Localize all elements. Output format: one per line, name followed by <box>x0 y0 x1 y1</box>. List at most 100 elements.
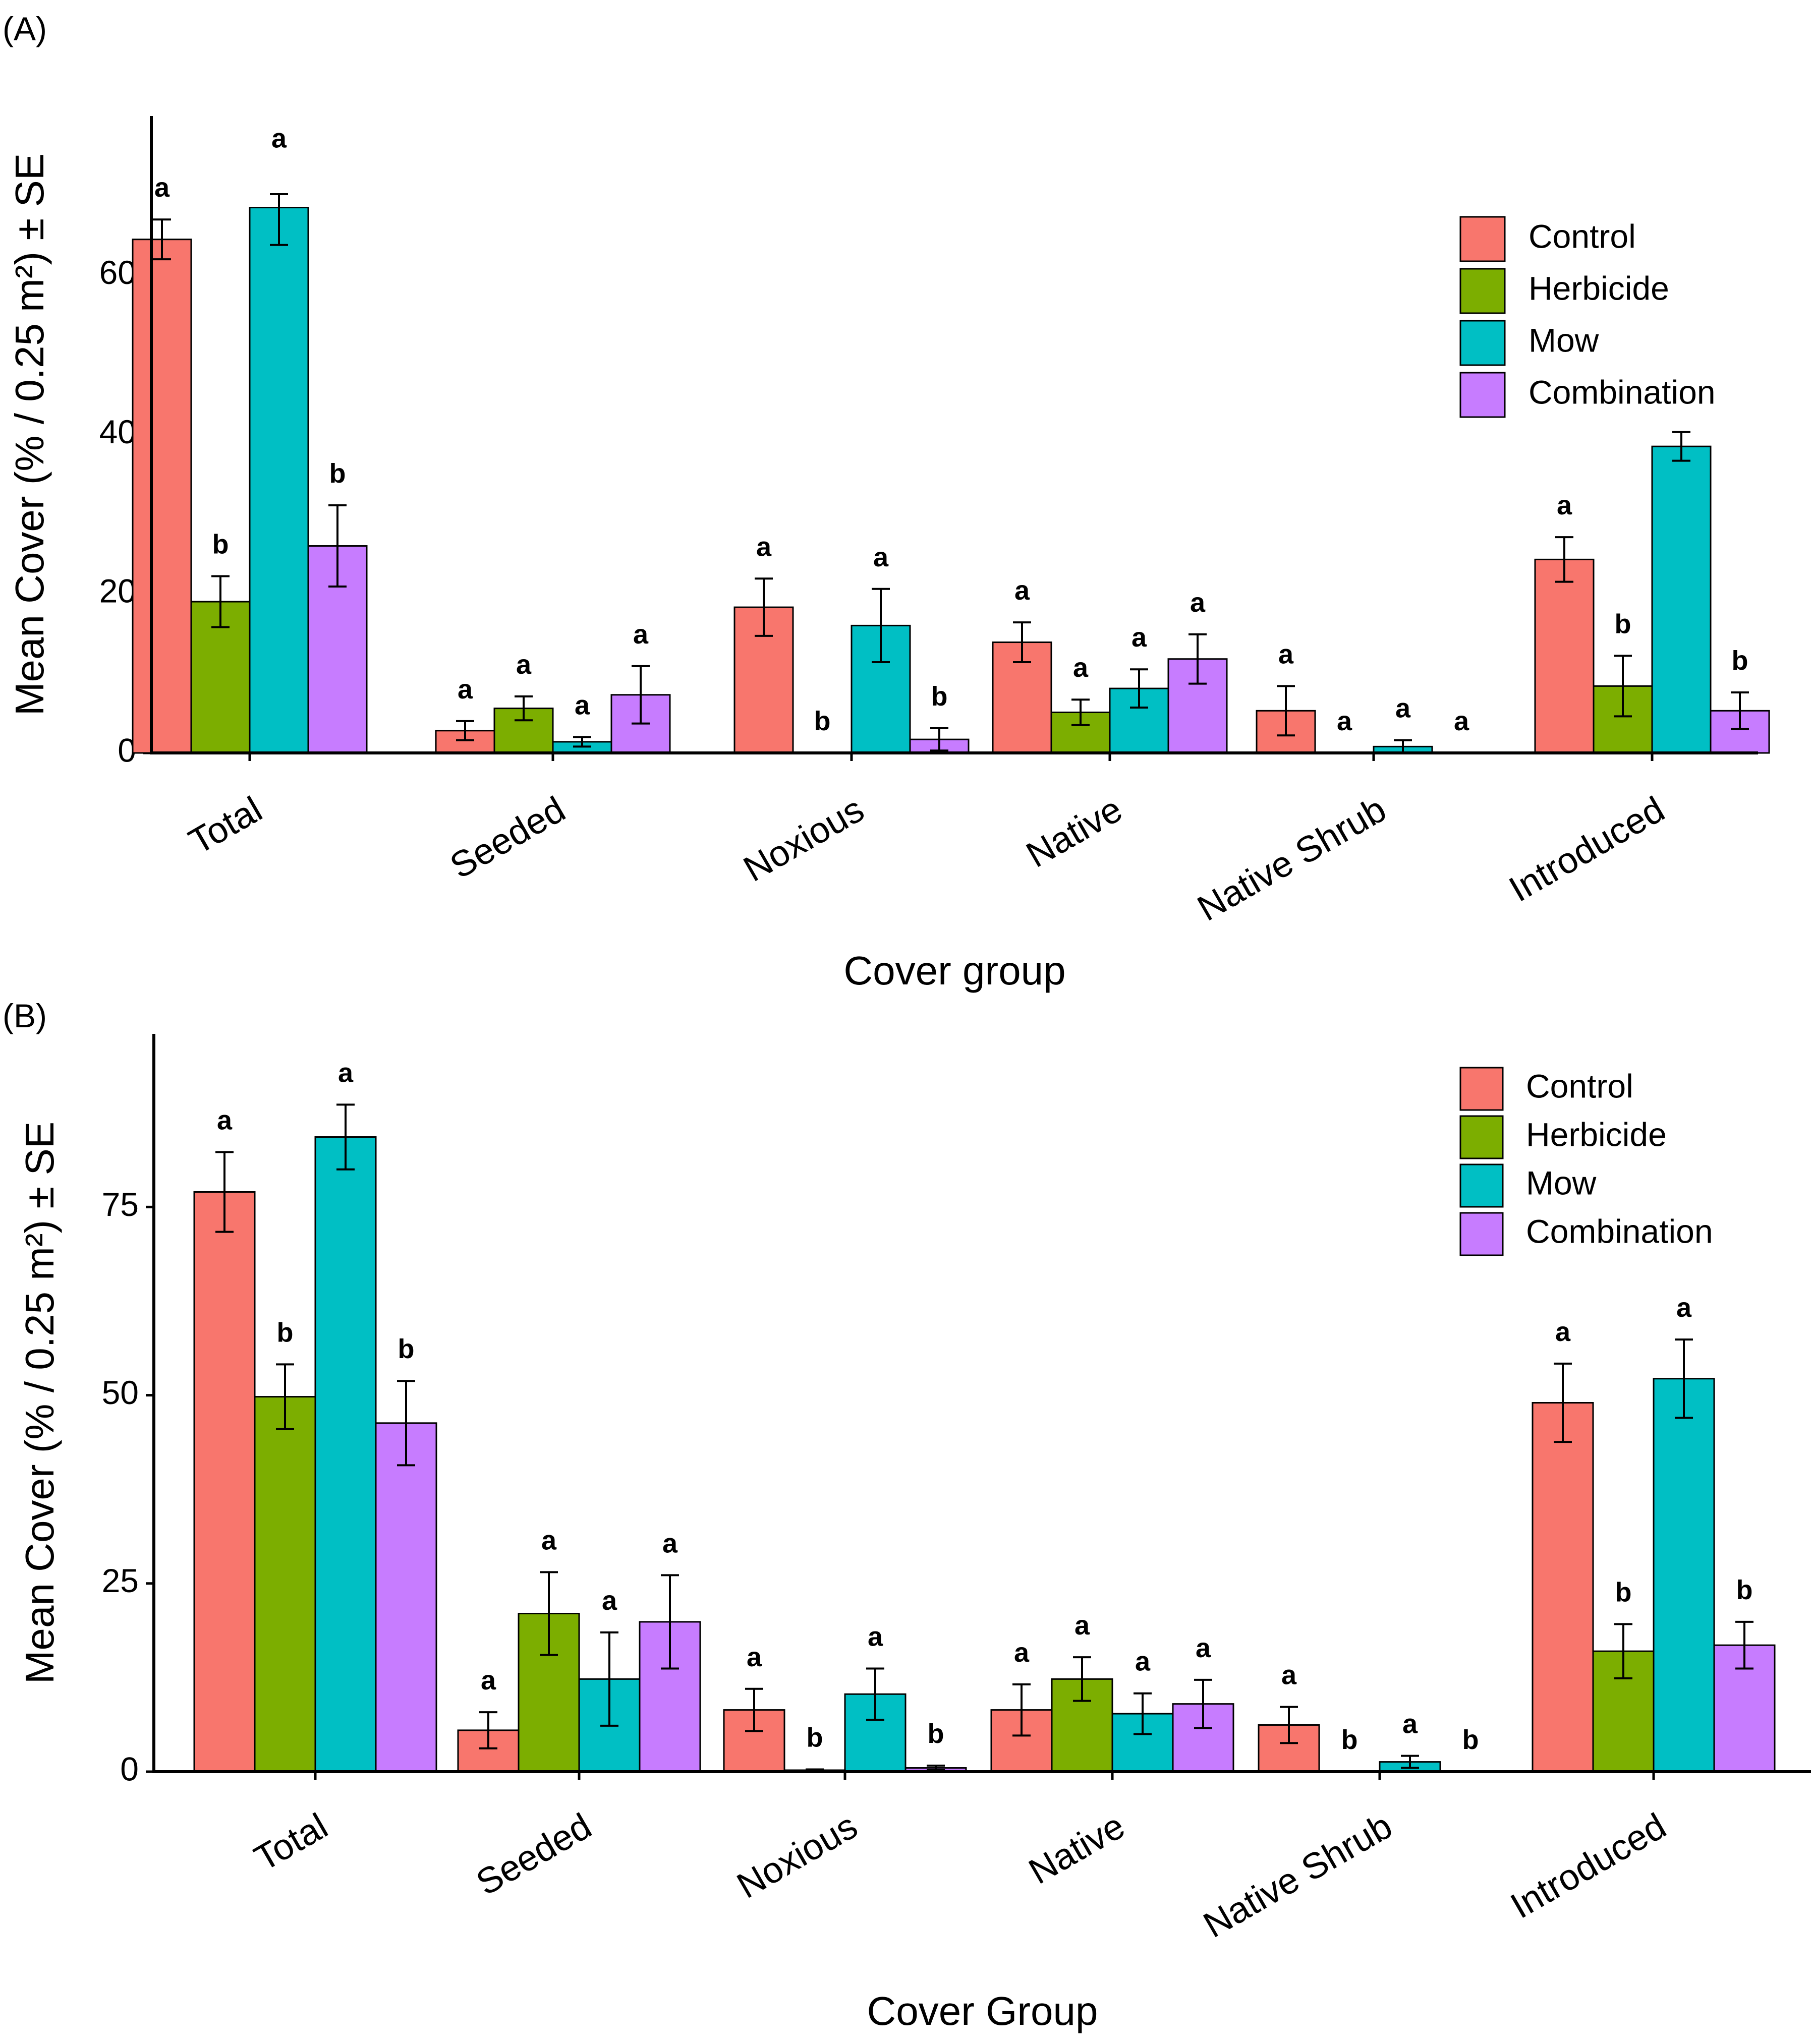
y-tick-label: 0 <box>120 1750 139 1787</box>
error-bar-seeded-combination <box>632 665 650 725</box>
legend-swatch-combination <box>1459 372 1506 418</box>
error-bar-noxious-control <box>745 1687 763 1732</box>
sig-letter-noxious-combination: b <box>931 681 948 712</box>
y-tick-label: 40 <box>99 413 136 450</box>
error-bar-native-herbicide <box>1073 1656 1091 1702</box>
legend-swatch-combination <box>1459 1212 1504 1256</box>
sig-letter-introduced-mow: a <box>1676 1293 1692 1323</box>
error-bar-seeded-control <box>479 1711 497 1749</box>
legend-swatch-control <box>1459 1067 1504 1111</box>
sig-letter-native-herbicide: a <box>1073 653 1089 683</box>
error-bar-total-mow <box>336 1103 355 1171</box>
error-bar-introduced-control <box>1555 536 1573 583</box>
category-label-seeded: Seeded <box>443 789 572 887</box>
sig-letter-native-shrub-combination: a <box>1454 706 1469 736</box>
error-bar-native-mow <box>1130 668 1148 709</box>
y-axis-title: Mean Cover (% / 0.25 m²) ± SE <box>17 1122 62 1684</box>
bar-total-mow <box>314 1136 377 1773</box>
sig-letter-native-shrub-control: a <box>1278 639 1294 669</box>
category-label-introduced: Introduced <box>1502 789 1671 910</box>
error-bar-native-shrub-mow <box>1401 1755 1419 1769</box>
error-bar-seeded-mow <box>573 736 591 748</box>
sig-letter-total-mow: a <box>271 123 287 153</box>
error-bar-noxious-mow <box>872 588 890 664</box>
sig-letter-total-control: a <box>154 172 170 203</box>
sig-letter-seeded-combination: a <box>662 1528 678 1558</box>
bar-total-combination <box>375 1422 437 1773</box>
error-bar-introduced-mow <box>1675 1338 1693 1419</box>
error-bar-total-mow <box>270 193 288 246</box>
sig-letter-native-shrub-mow: a <box>1395 693 1411 724</box>
legend-label-control: Control <box>1526 1067 1633 1104</box>
bar-introduced-control <box>1534 558 1595 754</box>
bar-total-control <box>193 1191 256 1773</box>
sig-letter-seeded-herbicide: a <box>541 1525 557 1555</box>
sig-letter-introduced-combination: b <box>1732 646 1748 676</box>
error-bar-native-combination <box>1194 1678 1212 1729</box>
error-bar-introduced-mow <box>1672 431 1690 462</box>
error-bar-native-shrub-control <box>1280 1706 1298 1744</box>
sig-letter-native-shrub-control: a <box>1281 1660 1297 1690</box>
error-bar-noxious-control <box>755 577 773 637</box>
category-label-noxious: Noxious <box>737 789 871 890</box>
sig-letter-noxious-mow: a <box>868 1621 883 1652</box>
error-bar-introduced-combination <box>1735 1620 1753 1670</box>
error-bar-total-herbicide <box>211 575 230 628</box>
legend-swatch-herbicide <box>1459 1115 1504 1159</box>
legend-label-mow: Mow <box>1529 321 1599 359</box>
legend-swatch-control <box>1459 216 1506 262</box>
bar-total-mow <box>249 207 309 754</box>
sig-letter-noxious-herbicide: b <box>807 1723 823 1753</box>
category-label-noxious: Noxious <box>730 1806 864 1906</box>
sig-letter-noxious-mow: a <box>873 542 889 572</box>
sig-letter-total-herbicide: b <box>212 530 229 560</box>
error-bar-native-herbicide <box>1071 698 1090 726</box>
y-tick-label: 20 <box>99 572 136 610</box>
error-bar-native-shrub-control <box>1277 685 1295 737</box>
error-bar-seeded-mow <box>600 1631 618 1727</box>
sig-letter-native-shrub-herbicide: a <box>1337 706 1352 736</box>
error-bar-noxious-mow <box>866 1667 884 1721</box>
error-bar-introduced-herbicide <box>1614 1623 1632 1679</box>
sig-letter-seeded-control: a <box>481 1665 496 1696</box>
sig-letter-seeded-herbicide: a <box>516 650 532 680</box>
category-label-total: Total <box>182 789 269 862</box>
sig-letter-seeded-mow: a <box>575 690 590 720</box>
sig-letter-total-control: a <box>217 1105 233 1135</box>
sig-letter-native-shrub-mow: a <box>1402 1709 1418 1739</box>
sig-letter-total-mow: a <box>338 1058 354 1088</box>
bar-introduced-mow <box>1651 445 1712 754</box>
sig-letter-introduced-control: a <box>1557 490 1572 520</box>
sig-letter-noxious-control: a <box>756 532 772 562</box>
legend-swatch-herbicide <box>1459 268 1506 314</box>
legend: Control Herbicide Mow Combination <box>1459 1067 1713 1256</box>
error-bar-native-control <box>1013 621 1031 664</box>
bar-total-control <box>132 239 192 754</box>
error-bar-total-combination <box>397 1380 415 1467</box>
sig-letter-native-mow: a <box>1131 622 1147 653</box>
error-bar-introduced-control <box>1554 1362 1572 1443</box>
panel-label: (A) <box>3 10 47 47</box>
sig-letter-native-combination: a <box>1190 588 1206 618</box>
sig-letter-native-combination: a <box>1196 1633 1211 1663</box>
sig-letter-native-shrub-herbicide: b <box>1341 1725 1358 1755</box>
legend-label-mow: Mow <box>1526 1164 1597 1201</box>
bar-total-herbicide <box>254 1396 316 1773</box>
legend-swatch-mow <box>1459 1163 1504 1208</box>
panel-a: (A) Mean Cover (% / 0.25 m²) ± SE Cover gr… <box>3 10 1770 993</box>
sig-letter-seeded-combination: a <box>633 619 649 650</box>
sig-letter-total-combination: b <box>398 1334 415 1364</box>
sig-letter-introduced-combination: b <box>1736 1575 1753 1605</box>
category-label-native-shrub: Native Shrub <box>1197 1806 1399 1946</box>
sig-letter-noxious-control: a <box>747 1642 762 1672</box>
category-label-native-shrub: Native Shrub <box>1191 789 1393 929</box>
panel-b: (B) Mean Cover (% / 0.25 m²) ± SE Cover Gr… <box>3 997 1811 2033</box>
sig-letter-introduced-herbicide: b <box>1615 609 1631 639</box>
error-bar-seeded-combination <box>661 1574 679 1670</box>
sig-letter-total-combination: b <box>329 458 346 489</box>
sig-letter-total-herbicide: b <box>277 1317 294 1348</box>
sig-letter-noxious-combination: b <box>928 1719 944 1749</box>
y-tick-label: 60 <box>99 254 136 291</box>
category-label-total: Total <box>248 1806 334 1879</box>
